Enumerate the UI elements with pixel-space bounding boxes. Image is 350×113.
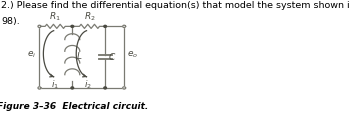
Polygon shape (122, 87, 126, 89)
Text: $L$: $L$ (76, 50, 83, 61)
Text: $R_2$: $R_2$ (84, 10, 95, 22)
Text: 2.) Please find the differential equation(s) that model the system shown in Fig.: 2.) Please find the differential equatio… (1, 1, 350, 9)
Text: $i_2$: $i_2$ (84, 78, 92, 90)
Polygon shape (122, 26, 126, 28)
Polygon shape (71, 87, 74, 89)
Polygon shape (104, 87, 106, 89)
Text: $R_1$: $R_1$ (49, 10, 61, 22)
Text: $e_o$: $e_o$ (127, 49, 138, 59)
Polygon shape (71, 26, 74, 28)
Text: $e_i$: $e_i$ (27, 49, 36, 59)
Text: $C$: $C$ (108, 51, 117, 62)
Polygon shape (38, 26, 41, 28)
Polygon shape (104, 26, 106, 28)
Text: $i_1$: $i_1$ (51, 78, 59, 90)
Polygon shape (38, 87, 41, 89)
Text: Figure 3–36  Electrical circuit.: Figure 3–36 Electrical circuit. (0, 101, 149, 110)
Text: 98).: 98). (1, 16, 20, 25)
